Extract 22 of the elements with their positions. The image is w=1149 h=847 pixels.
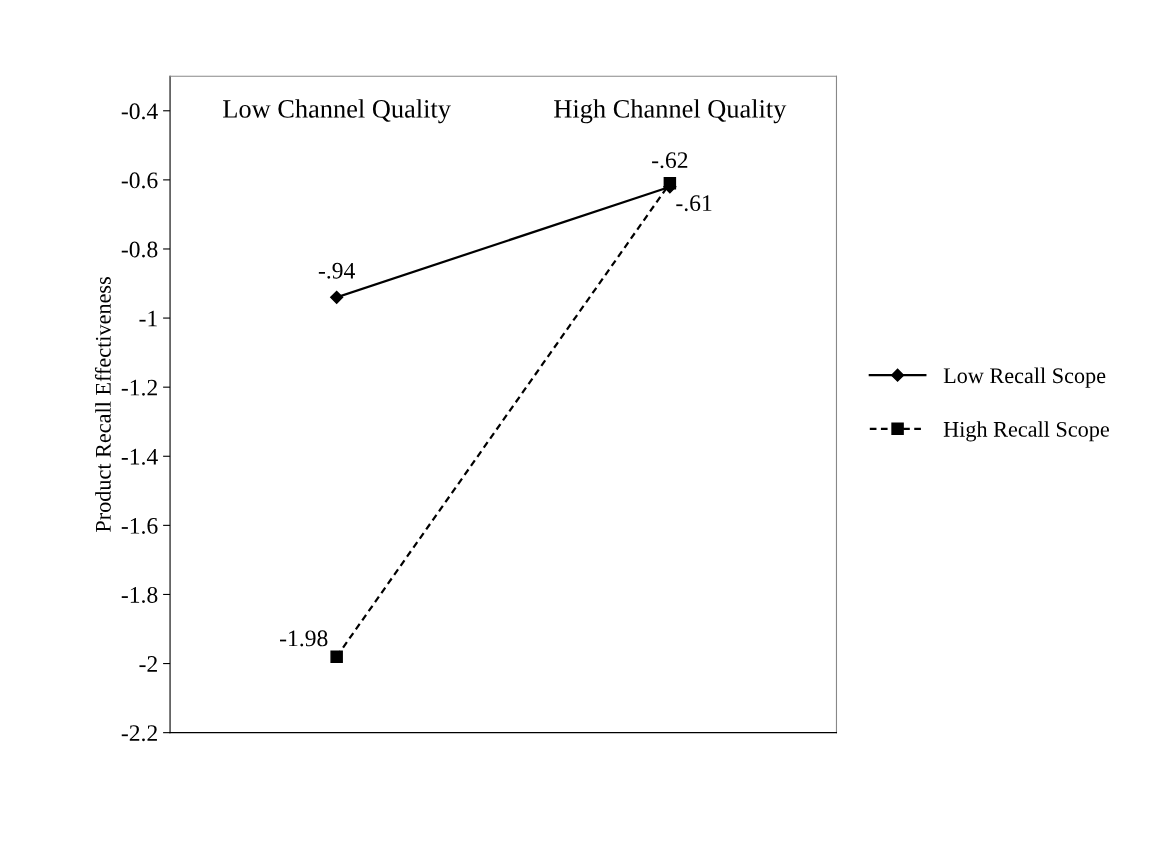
y-tick-label: -1.2 xyxy=(121,379,157,396)
y-tick-label: -1 xyxy=(139,310,157,327)
point xyxy=(330,290,344,304)
y-tick-label: -0.8 xyxy=(121,241,158,258)
y-tick-label: -2 xyxy=(139,656,157,672)
y-tick-label: -1.4 xyxy=(121,448,158,465)
x-tick-label: High Channel Quality xyxy=(554,99,787,124)
y-tick-label: -1.8 xyxy=(121,586,158,603)
legend-label: Low Recall Scope xyxy=(943,367,1106,388)
y-tick-label: -0.4 xyxy=(121,103,158,120)
data-label: -.62 xyxy=(652,152,688,169)
data-label: -1.98 xyxy=(280,630,328,647)
point xyxy=(330,650,343,663)
y-tick-label: -0.6 xyxy=(121,172,158,189)
data-label: -.61 xyxy=(676,195,712,212)
y-tick-label: -2.2 xyxy=(121,725,157,742)
x-tick-label: Low Channel Quality xyxy=(223,99,451,124)
point xyxy=(663,177,677,190)
data-label: -.94 xyxy=(318,262,355,279)
legend-label: High Recall Scope xyxy=(943,421,1109,442)
y-tick-label: -1.6 xyxy=(121,517,158,534)
y-axis-title: Product Recall Effectiveness xyxy=(94,277,111,532)
